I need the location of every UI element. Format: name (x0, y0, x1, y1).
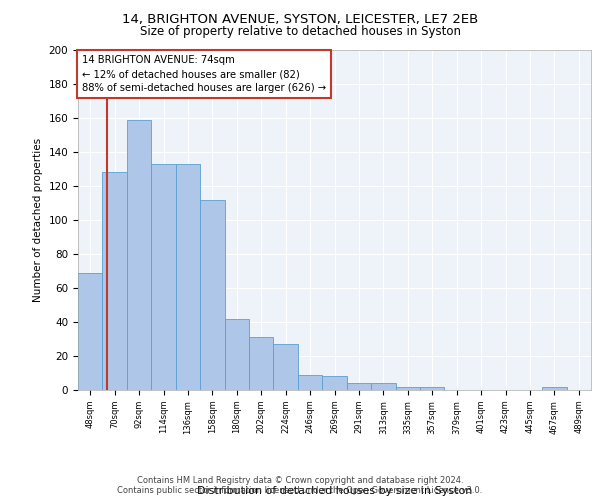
Y-axis label: Number of detached properties: Number of detached properties (33, 138, 43, 302)
Bar (151, 164, 176, 390)
Text: 14, BRIGHTON AVENUE, SYSTON, LEICESTER, LE7 2EB: 14, BRIGHTON AVENUE, SYSTON, LEICESTER, … (122, 12, 478, 26)
Bar (542, 386, 566, 390)
Bar (420, 386, 445, 390)
Bar (322, 376, 347, 390)
Bar (200, 200, 224, 390)
Bar (371, 383, 395, 390)
Bar (249, 338, 274, 390)
Bar (176, 164, 200, 390)
Bar (127, 120, 151, 390)
Text: Size of property relative to detached houses in Syston: Size of property relative to detached ho… (139, 25, 461, 38)
Text: 14 BRIGHTON AVENUE: 74sqm
← 12% of detached houses are smaller (82)
88% of semi-: 14 BRIGHTON AVENUE: 74sqm ← 12% of detac… (82, 55, 326, 93)
Text: Contains public sector information licensed under the Open Government Licence v3: Contains public sector information licen… (118, 486, 482, 495)
Bar (78, 272, 103, 390)
X-axis label: Distribution of detached houses by size in Syston: Distribution of detached houses by size … (197, 486, 472, 496)
Bar (274, 344, 298, 390)
Bar (224, 318, 249, 390)
Bar (103, 172, 127, 390)
Bar (347, 383, 371, 390)
Text: Contains HM Land Registry data © Crown copyright and database right 2024.: Contains HM Land Registry data © Crown c… (137, 476, 463, 485)
Bar (395, 386, 420, 390)
Bar (298, 374, 322, 390)
